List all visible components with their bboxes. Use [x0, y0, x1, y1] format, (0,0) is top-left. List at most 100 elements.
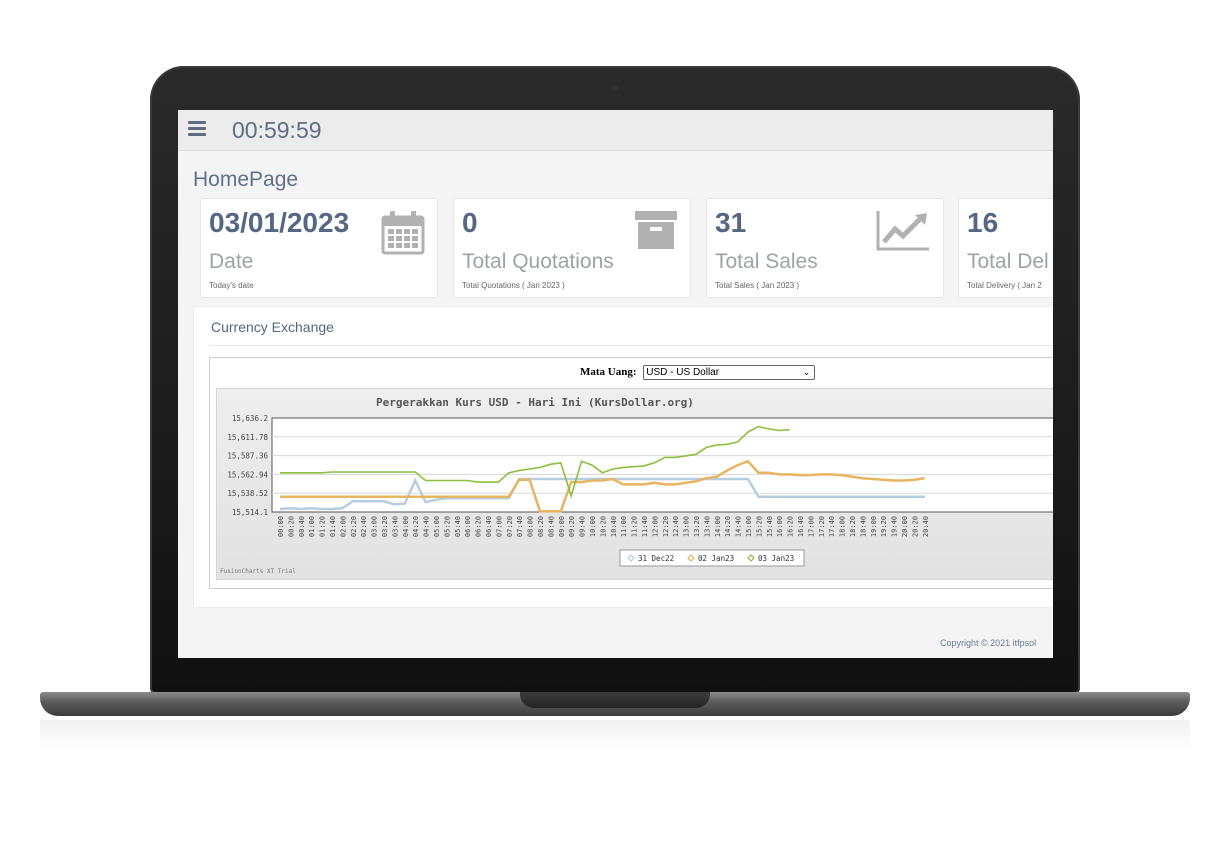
x-tick-label: 20:00 [901, 516, 909, 537]
x-tick-label: 11:00 [620, 516, 628, 537]
x-tick-label: 11:20 [631, 516, 639, 537]
card-label: Date [209, 250, 254, 273]
x-tick-label: 13:20 [693, 516, 701, 537]
y-tick-label: 15,611.78 [227, 433, 268, 442]
x-tick-label: 15:00 [745, 516, 753, 537]
x-tick-label: 14:20 [724, 516, 732, 537]
legend-box [619, 549, 805, 567]
card-value: 03/01/2023 [209, 207, 350, 238]
x-tick-label: 17:00 [807, 516, 815, 537]
y-tick-label: 15,636.2 [232, 414, 268, 423]
calendar-icon [381, 209, 425, 260]
card-label: Total Sales [715, 250, 818, 273]
x-tick-label: 05:20 [443, 516, 451, 537]
copyright-text: Copyright © 2021 itfpsol [940, 638, 1037, 648]
x-tick-label: 20:20 [911, 516, 919, 537]
x-tick-label: 06:00 [464, 516, 472, 537]
x-tick-label: 17:20 [818, 516, 826, 537]
divider [209, 345, 1053, 346]
x-tick-label: 17:40 [828, 516, 836, 537]
page-title: HomePage [193, 168, 299, 191]
chevron-down-icon: ⌄ [802, 367, 811, 377]
x-tick-label: 19:40 [891, 516, 899, 537]
x-tick-label: 07:40 [516, 516, 524, 537]
card-subtitle: Total Quotations ( Jan 2023 ) [462, 281, 565, 290]
x-tick-label: 02:40 [360, 516, 368, 537]
x-tick-label: 16:00 [776, 516, 784, 537]
x-tick-label: 02:20 [350, 516, 358, 537]
x-tick-label: 00:20 [287, 516, 295, 537]
x-tick-label: 09:40 [579, 516, 587, 537]
chart-title: Pergerakkan Kurs USD - Hari Ini (KursDol… [376, 396, 694, 409]
legend-label: 03 Jan23 [758, 554, 794, 563]
total-delivery-card: 16 Total Del Total Delivery ( Jan 2 [958, 198, 1053, 298]
x-tick-label: 03:20 [381, 516, 389, 537]
footer: Copyright © 2021 itfpsol [178, 626, 1053, 658]
x-tick-label: 07:20 [506, 516, 514, 537]
currency-label: Mata Uang: [580, 366, 637, 379]
x-tick-label: 16:20 [787, 516, 795, 537]
x-tick-label: 02:00 [339, 516, 347, 537]
x-tick-label: 18:40 [859, 516, 867, 537]
x-tick-label: 18:00 [839, 516, 847, 537]
x-tick-label: 04:20 [412, 516, 420, 537]
x-tick-label: 20:40 [922, 516, 930, 537]
y-tick-label: 15,538.52 [227, 489, 268, 498]
x-tick-label: 19:20 [880, 516, 888, 537]
y-tick-label: 15,587.36 [227, 452, 268, 461]
card-subtitle: Total Delivery ( Jan 2 [967, 281, 1042, 290]
x-tick-label: 05:40 [454, 516, 462, 537]
x-tick-label: 04:40 [423, 516, 431, 537]
x-tick-label: 07:00 [495, 516, 503, 537]
x-tick-label: 00:00 [277, 516, 285, 537]
card-label: Total Del [967, 250, 1049, 273]
legend-marker [687, 554, 695, 562]
currency-select[interactable]: USD - US Dollar ⌄ [643, 365, 816, 380]
app-screen: 00:59:59 HomePage 03/01/2023 Date Today'… [178, 110, 1053, 658]
legend-marker [627, 554, 635, 562]
x-tick-label: 14:00 [714, 516, 722, 537]
x-tick-label: 15:40 [766, 516, 774, 537]
card-subtitle: Today's date [209, 281, 254, 290]
x-tick-label: 15:20 [755, 516, 763, 537]
x-tick-label: 13:00 [683, 516, 691, 537]
series-line-2 [280, 459, 925, 513]
x-tick-label: 12:40 [672, 516, 680, 537]
x-tick-label: 09:00 [558, 516, 566, 537]
trend-chart-icon [875, 209, 931, 258]
chart-watermark: FusionCharts XT Trial [220, 568, 296, 575]
webcam-dot [612, 85, 618, 91]
archive-icon [634, 209, 678, 256]
x-tick-label: 12:20 [662, 516, 670, 537]
series-line-1 [279, 477, 925, 511]
total-quotations-card: 0 Total Quotations Total Quotations ( Ja… [453, 198, 691, 298]
clock-display: 00:59:59 [232, 117, 322, 143]
card-value: 0 [462, 207, 478, 238]
x-tick-label: 00:40 [298, 516, 306, 537]
x-tick-label: 09:20 [568, 516, 576, 537]
x-tick-label: 12:00 [651, 516, 659, 537]
chart-container: Mata Uang: USD - US Dollar ⌄ Pergerakkan… [209, 357, 1053, 589]
x-tick-label: 05:00 [433, 516, 441, 537]
laptop-reflection [40, 720, 1190, 750]
x-tick-label: 06:40 [485, 516, 493, 537]
x-tick-label: 03:40 [391, 516, 399, 537]
card-subtitle: Total Sales ( Jan 2023 ) [715, 281, 800, 290]
top-bar: 00:59:59 [178, 110, 1053, 151]
x-tick-label: 10:00 [589, 516, 597, 537]
currency-exchange-panel: Currency Exchange Mata Uang: USD - US Do… [193, 306, 1053, 608]
panel-title: Currency Exchange [211, 319, 334, 335]
currency-select-value: USD - US Dollar [646, 367, 720, 378]
x-tick-label: 18:20 [849, 516, 857, 537]
card-value: 31 [715, 207, 747, 238]
legend-marker [747, 554, 755, 562]
card-label: Total Quotations [462, 250, 614, 273]
x-tick-label: 14:40 [735, 516, 743, 537]
x-tick-label: 19:00 [870, 516, 878, 537]
x-tick-label: 10:20 [599, 516, 607, 537]
x-tick-label: 16:40 [797, 516, 805, 537]
x-tick-label: 08:00 [527, 516, 535, 537]
x-tick-label: 13:40 [703, 516, 711, 537]
laptop-notch [520, 692, 710, 708]
hamburger-menu-icon[interactable] [188, 121, 206, 137]
